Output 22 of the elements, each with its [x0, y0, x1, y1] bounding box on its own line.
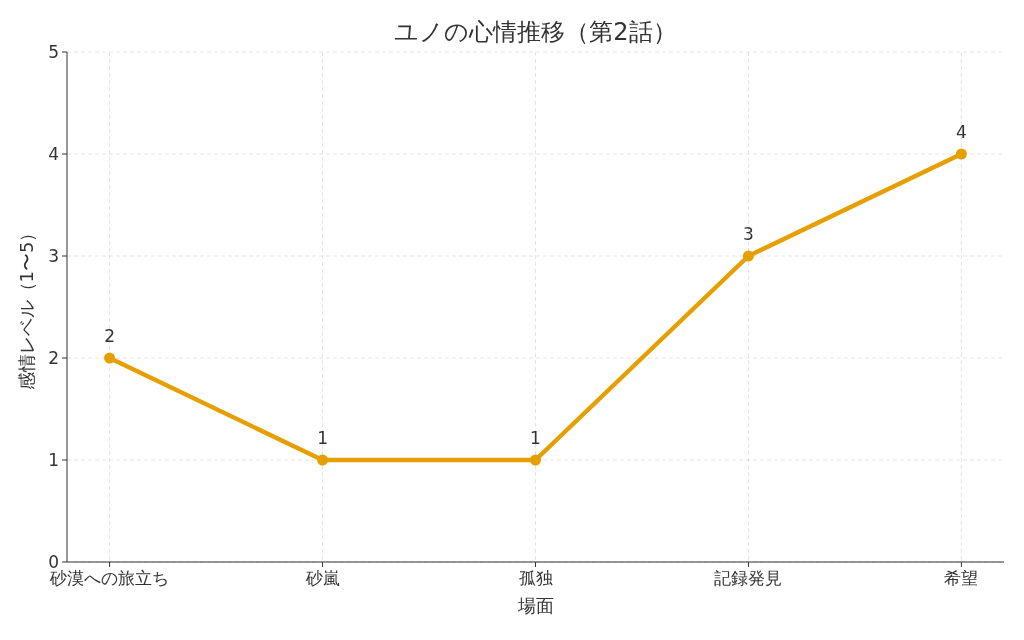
y-tick-label: 4	[48, 144, 59, 164]
y-tick-label: 3	[48, 246, 59, 266]
point	[317, 454, 329, 466]
data-label: 4	[956, 122, 967, 142]
y-axis-title: 感情レベル（1〜5）	[16, 223, 37, 391]
data-label: 1	[317, 428, 328, 448]
point	[742, 250, 754, 262]
x-tick-label: 孤独	[518, 568, 553, 588]
x-tick-label: 記録発見	[714, 568, 783, 588]
x-tick-label: 希望	[944, 568, 979, 588]
x-tick-label: 砂嵐	[304, 568, 340, 588]
x-axis-title: 場面	[516, 595, 554, 616]
point	[530, 454, 541, 466]
point	[955, 148, 967, 160]
point	[104, 352, 116, 364]
data-label: 3	[743, 224, 754, 244]
data-label: 2	[104, 326, 115, 346]
y-tick-label: 5	[48, 42, 59, 62]
y-tick-label: 2	[48, 348, 59, 368]
chart-title: ユノの心情推移（第2話）	[394, 18, 677, 46]
y-tick-label: 1	[48, 450, 59, 470]
data-label: 1	[530, 428, 541, 448]
